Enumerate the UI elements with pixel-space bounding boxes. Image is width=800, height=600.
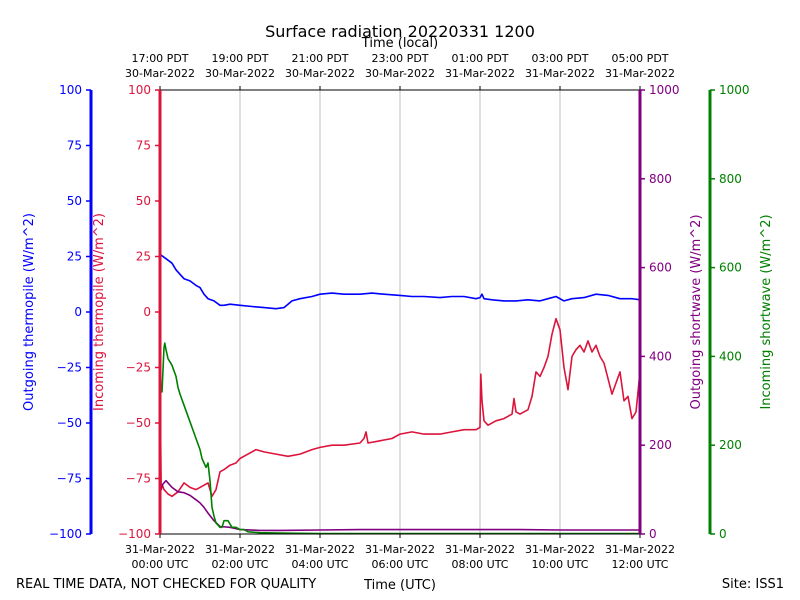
outgoing-thermopile-tick-label: 0 <box>74 305 82 319</box>
x-tick-label: 10:00 UTC <box>531 558 588 571</box>
outgoing-shortwave-tick-label: 0 <box>649 527 657 541</box>
x-tick-label: 31-Mar-2022 <box>365 543 435 556</box>
vertical-grid <box>239 90 561 534</box>
x-tick-label: 00:00 UTC <box>131 558 188 571</box>
outgoing-thermopile-tick-label: −25 <box>57 361 82 375</box>
outgoing-thermopile-tick-label: −75 <box>57 472 82 486</box>
top-tick-label: 30-Mar-2022 <box>365 67 435 80</box>
outgoing-shortwave-tick-label: 400 <box>649 349 672 363</box>
incoming-shortwave-label: Incoming shortwave (W/m^2) <box>759 214 774 409</box>
incoming-thermopile-series-line <box>159 317 641 498</box>
chart-title: Surface radiation 20220331 1200 <box>265 22 535 41</box>
x-tick-label: 31-Mar-2022 <box>445 543 515 556</box>
outgoing-shortwave-tick-label: 600 <box>649 261 672 275</box>
outgoing-thermopile-tick-label: 100 <box>59 83 82 97</box>
top-tick-label: 30-Mar-2022 <box>125 67 195 80</box>
top-tick-label: 19:00 PDT <box>211 52 268 65</box>
x-tick-label: 31-Mar-2022 <box>125 543 195 556</box>
x-tick-label: 31-Mar-2022 <box>525 543 595 556</box>
x-tick-label: 31-Mar-2022 <box>205 543 275 556</box>
quality-note: REAL TIME DATA, NOT CHECKED FOR QUALITY <box>16 577 316 592</box>
incoming-shortwave-tick-label: 0 <box>719 527 727 541</box>
top-tick-label: 31-Mar-2022 <box>525 67 595 80</box>
outgoing-thermopile-tick-label: 25 <box>67 250 82 264</box>
outgoing-thermopile-label: Outgoing thermopile (W/m^2) <box>22 213 37 411</box>
outgoing-shortwave-tick-label: 200 <box>649 438 672 452</box>
top-tick-label: 31-Mar-2022 <box>605 67 675 80</box>
site-label: Site: ISS1 <box>722 577 784 592</box>
outgoing-thermopile-series-line <box>159 253 641 310</box>
x-tick-label: 02:00 UTC <box>211 558 268 571</box>
x-axis-title: Time (UTC) <box>363 578 436 593</box>
incoming-thermopile-tick-label: −100 <box>118 527 151 541</box>
outgoing-thermopile-tick-label: 75 <box>67 139 82 153</box>
incoming-thermopile-tick-label: −75 <box>126 472 151 486</box>
incoming-thermopile-tick-label: 75 <box>136 139 151 153</box>
incoming-thermopile-tick-label: 50 <box>136 194 151 208</box>
outgoing-shortwave-label: Outgoing shortwave (W/m^2) <box>689 214 704 409</box>
incoming-thermopile-tick-label: 25 <box>136 250 151 264</box>
outgoing-shortwave-tick-label: 800 <box>649 172 672 186</box>
incoming-shortwave-tick-label: 400 <box>719 349 742 363</box>
top-tick-label: 01:00 PDT <box>451 52 508 65</box>
incoming-shortwave-tick-label: 1000 <box>719 83 750 97</box>
incoming-thermopile-tick-label: 100 <box>128 83 151 97</box>
top-tick-label: 31-Mar-2022 <box>445 67 515 80</box>
top-tick-label: 30-Mar-2022 <box>205 67 275 80</box>
outgoing-thermopile-tick-label: 50 <box>67 194 82 208</box>
incoming-thermopile-label: Incoming thermopile (W/m^2) <box>92 213 107 411</box>
incoming-shortwave-tick-label: 800 <box>719 172 742 186</box>
incoming-thermopile-tick-label: −25 <box>126 361 151 375</box>
top-tick-label: 05:00 PDT <box>611 52 668 65</box>
incoming-thermopile-tick-label: 0 <box>143 305 151 319</box>
top-tick-label: 30-Mar-2022 <box>285 67 355 80</box>
top-tick-label: 21:00 PDT <box>291 52 348 65</box>
outgoing-shortwave-tick-label: 1000 <box>649 83 680 97</box>
top-tick-label: 03:00 PDT <box>531 52 588 65</box>
x-tick-label: 31-Mar-2022 <box>285 543 355 556</box>
incoming-shortwave-tick-label: 600 <box>719 261 742 275</box>
incoming-thermopile-tick-label: −50 <box>126 416 151 430</box>
x-tick-label: 06:00 UTC <box>371 558 428 571</box>
x-tick-label: 04:00 UTC <box>291 558 348 571</box>
top-axis-title: Time (local) <box>361 36 438 51</box>
outgoing-thermopile-tick-label: −100 <box>49 527 82 541</box>
top-tick-label: 17:00 PDT <box>131 52 188 65</box>
axis-ticks: 31-Mar-2022 00:00 UTC 31-Mar-2022 02:00 UTC… <box>49 52 750 571</box>
x-tick-label: 31-Mar-2022 <box>605 543 675 556</box>
x-tick-label: 12:00 UTC <box>611 558 668 571</box>
outgoing-thermopile-tick-label: −50 <box>57 416 82 430</box>
incoming-shortwave-tick-label: 200 <box>719 438 742 452</box>
top-tick-label: 23:00 PDT <box>371 52 428 65</box>
x-tick-label: 08:00 UTC <box>451 558 508 571</box>
